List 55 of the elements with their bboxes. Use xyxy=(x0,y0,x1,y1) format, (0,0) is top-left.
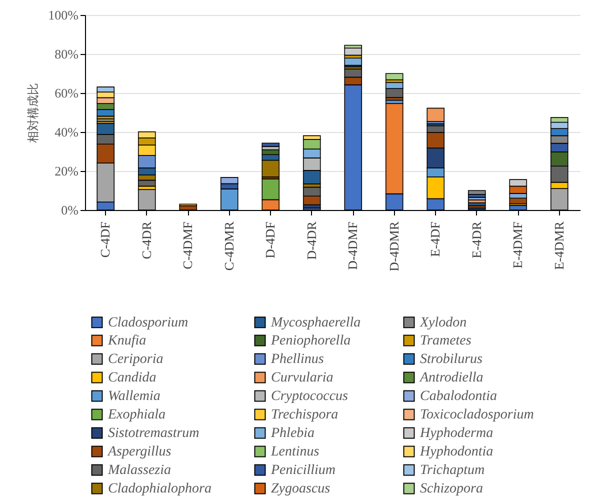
x-tick-label: D-4DMF xyxy=(345,222,360,270)
legend-label: Strobilurus xyxy=(420,352,484,367)
x-tick-label: E-4DMF xyxy=(510,222,526,268)
legend-label: Toxicocladosporium xyxy=(420,408,534,422)
legend-label: Mycosphaerella xyxy=(270,315,361,330)
x-tick-label: C-4DMR xyxy=(221,221,236,271)
legend-label: Trametes xyxy=(420,334,472,348)
y-tick-label: 20% xyxy=(54,164,79,178)
legend-label: Malassezia xyxy=(107,463,171,478)
legend-label: Aspergillus xyxy=(107,444,172,460)
x-tick-label: D-4DF xyxy=(262,222,278,258)
y-axis-title: 相対構成比 xyxy=(26,83,40,143)
x-tick-label: C-4DF xyxy=(98,222,113,258)
bar xyxy=(385,73,404,80)
legend-label: Cryptococcus xyxy=(271,389,349,404)
bar xyxy=(468,190,486,195)
legend-label: Hyphoderma xyxy=(419,426,494,441)
legend-label: Wallemia xyxy=(108,389,160,404)
y-tick-label: 100% xyxy=(48,8,79,22)
bar xyxy=(468,196,486,200)
y-tick-label: 60% xyxy=(54,86,79,100)
y-tick-label: 80% xyxy=(54,46,79,62)
legend-label: Phlebia xyxy=(270,426,315,441)
legend-label: Exophiala xyxy=(107,408,166,422)
legend-label: Zygoascus xyxy=(271,482,331,496)
legend-label: Hyphodontia xyxy=(419,444,494,460)
legend-label: Peniophorella xyxy=(270,334,351,348)
legend-label: Antrodiella xyxy=(419,370,484,386)
legend-label: Knufia xyxy=(107,334,146,348)
bar xyxy=(344,48,362,56)
legend-label: Xylodon xyxy=(419,315,467,330)
legend-label: Sistotremastrum xyxy=(108,426,200,441)
x-tick-label: E-4DMR xyxy=(551,221,566,270)
legend-label: Cladophialophora xyxy=(108,482,212,496)
legend-label: Phellinus xyxy=(270,352,324,367)
legend-label: Penicillium xyxy=(270,463,336,478)
legend-label: Candida xyxy=(108,370,156,386)
legend-label: Trechispora xyxy=(271,408,338,422)
legend-label: Lentinus xyxy=(270,444,320,460)
bar xyxy=(426,108,445,122)
legend-label: Schizopora xyxy=(420,482,483,496)
x-tick-label: C-4DMF xyxy=(180,222,196,270)
x-tick-label: D-4DR xyxy=(304,221,319,260)
bar xyxy=(262,142,280,147)
legend-label: Curvularia xyxy=(271,370,334,386)
y-tick-label: 40% xyxy=(54,124,79,140)
y-tick-label: 0% xyxy=(61,202,79,218)
x-tick-label: C-4DR xyxy=(138,221,154,260)
legend-label: Ceriporia xyxy=(108,352,164,367)
legend-label: Cladosporium xyxy=(108,315,188,330)
x-tick-label: E-4DF xyxy=(428,222,443,257)
x-tick-label: D-4DMR xyxy=(386,221,402,272)
x-tick-label: E-4DR xyxy=(468,221,484,258)
legend-label: Cabalodontia xyxy=(420,389,498,404)
legend-label: Trichaptum xyxy=(420,463,485,478)
